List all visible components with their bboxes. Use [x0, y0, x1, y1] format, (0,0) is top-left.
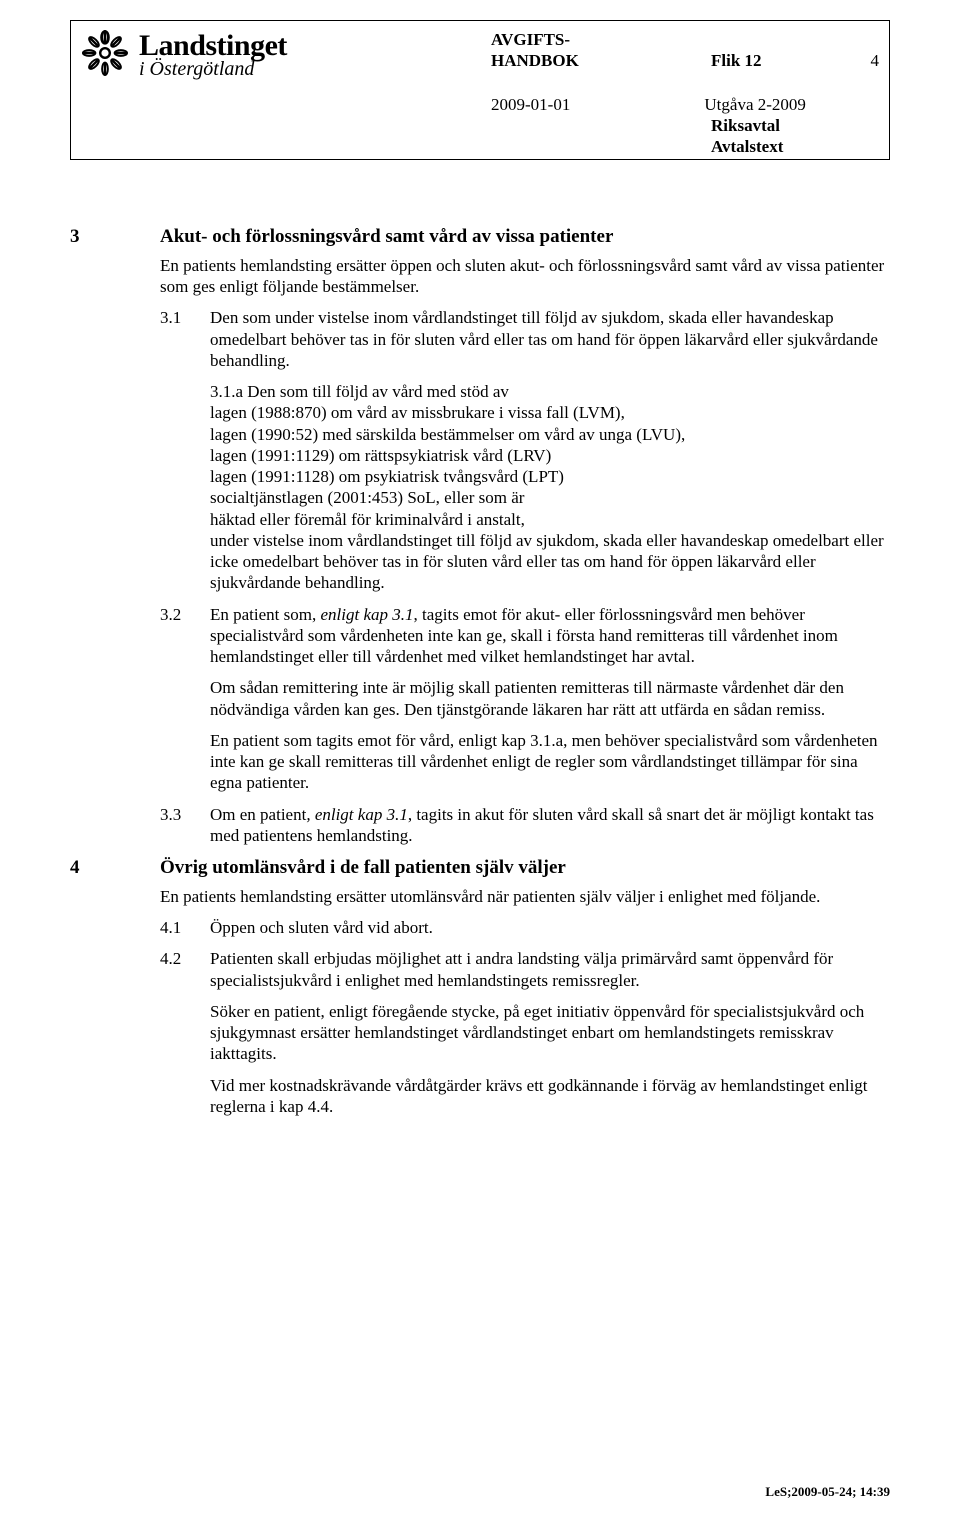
- law-sol: socialtjänstlagen (2001:453) SoL, eller …: [210, 487, 890, 508]
- section-4-heading: 4 Övrig utomlänsvård i de fall patienten…: [70, 856, 890, 880]
- document-body: 3 Akut- och förlossningsvård samt vård a…: [70, 225, 890, 1127]
- para-text: En patient som, enligt kap 3.1, tagits e…: [210, 604, 890, 668]
- doc-title-line1: AVGIFTS-: [491, 30, 570, 49]
- para-text: En patient som tagits emot för vård, enl…: [210, 730, 890, 794]
- para-3-1-a-lead: Den som till följd av vård med stöd av: [243, 382, 509, 401]
- landsting-logo-icon: [81, 29, 129, 77]
- doc-date: 2009-01-01: [491, 94, 704, 115]
- section-number: 4: [70, 856, 100, 880]
- law-custody: häktad eller föremål för kriminalvård i …: [210, 509, 890, 530]
- para-3-2-b: Om sådan remittering inte är möjlig skal…: [160, 677, 890, 720]
- para-text: Vid mer kostnadskrävande vårdåtgärder kr…: [210, 1075, 890, 1118]
- page-number: 4: [831, 50, 879, 71]
- para-text: Om sådan remittering inte är möjlig skal…: [210, 677, 890, 720]
- para-4-2: 4.2 Patienten skall erbjudas möjlighet a…: [160, 948, 890, 991]
- para-4-2-c: Vid mer kostnadskrävande vårdåtgärder kr…: [160, 1075, 890, 1118]
- para-3-1-a-tail: under vistelse inom vårdlandstinget till…: [210, 531, 884, 593]
- para-text: 3.1.a Den som till följd av vård med stö…: [210, 381, 890, 594]
- para-number: 3.3: [160, 804, 210, 847]
- para-text: Patienten skall erbjudas möjlighet att i…: [210, 948, 890, 991]
- org-name: Landstinget: [139, 31, 287, 61]
- section-title: Akut- och förlossningsvård samt vård av …: [160, 225, 613, 249]
- para-number: 3.2: [160, 604, 210, 668]
- doc-sub2: Avtalstext: [711, 136, 879, 157]
- section-3-intro: En patients hemlandsting ersätter öppen …: [160, 255, 890, 298]
- section-number: 3: [70, 225, 100, 249]
- em-txt: enligt kap 3.1: [320, 605, 413, 624]
- org-region: i Östergötland: [139, 59, 287, 79]
- para-number: 4.2: [160, 948, 210, 991]
- section-title: Övrig utomlänsvård i de fall patienten s…: [160, 856, 566, 880]
- para-number: 4.1: [160, 917, 210, 938]
- para-text: Den som under vistelse inom vårdlandstin…: [210, 307, 890, 371]
- para-3-1: 3.1 Den som under vistelse inom vårdland…: [160, 307, 890, 371]
- law-lvu: lagen (1990:52) med särskilda bestämmels…: [210, 424, 890, 445]
- page-footer: LeS;2009-05-24; 14:39: [765, 1484, 890, 1500]
- law-lrv: lagen (1991:1129) om rättspsykiatrisk vå…: [210, 445, 890, 466]
- doc-title-line2: HANDBOK: [491, 51, 579, 70]
- em-txt: , enligt kap 3.1: [306, 805, 408, 824]
- para-3-1-a-num: 3.1.a: [210, 382, 243, 401]
- para-4-1: 4.1 Öppen och sluten vård vid abort.: [160, 917, 890, 938]
- law-lpt: lagen (1991:1128) om psykiatrisk tvångsv…: [210, 466, 890, 487]
- para-number: 3.1: [160, 307, 210, 371]
- doc-sub1: Riksavtal: [711, 115, 879, 136]
- para-text: Öppen och sluten vård vid abort.: [210, 917, 890, 938]
- flik: Flik 12: [711, 50, 831, 71]
- section-4-intro: En patients hemlandsting ersätter utomlä…: [160, 886, 890, 907]
- txt: En patient som,: [210, 605, 320, 624]
- txt: Om en patient: [210, 805, 306, 824]
- section-3-heading: 3 Akut- och förlossningsvård samt vård a…: [70, 225, 890, 249]
- para-4-2-b: Söker en patient, enligt föregående styc…: [160, 1001, 890, 1065]
- doc-edition: Utgåva 2-2009: [704, 94, 879, 115]
- para-text: Om en patient, enligt kap 3.1, tagits in…: [210, 804, 890, 847]
- para-3-2-c: En patient som tagits emot för vård, enl…: [160, 730, 890, 794]
- page-header: Landstinget i Östergötland AVGIFTS- HAND…: [70, 20, 890, 160]
- law-lvm: lagen (1988:870) om vård av missbrukare …: [210, 402, 890, 423]
- header-meta: AVGIFTS- HANDBOK Flik 12 4 2009-01-01 Ut…: [491, 29, 879, 157]
- para-text: Söker en patient, enligt föregående styc…: [210, 1001, 890, 1065]
- para-3-3: 3.3 Om en patient, enligt kap 3.1, tagit…: [160, 804, 890, 847]
- para-3-2: 3.2 En patient som, enligt kap 3.1, tagi…: [160, 604, 890, 668]
- para-3-1-a: 3.1.a Den som till följd av vård med stö…: [160, 381, 890, 594]
